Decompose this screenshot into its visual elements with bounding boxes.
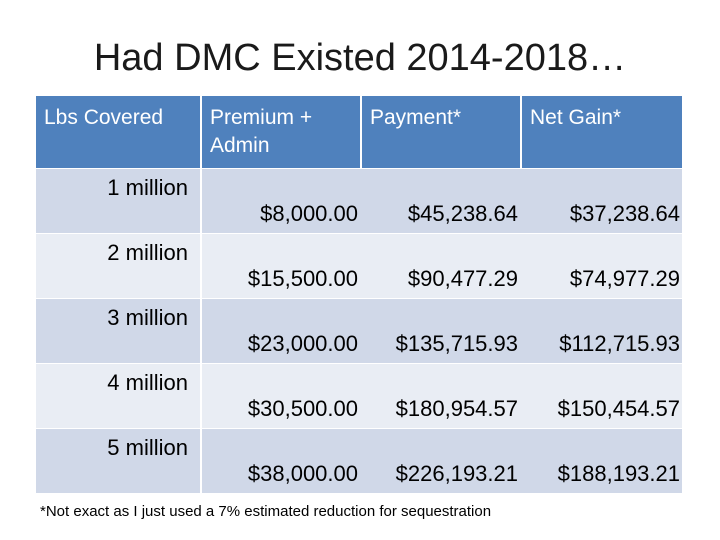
lbs-covered-cell: 1 million [107, 175, 188, 200]
table-row: 4 million $30,500.00 $180,954.57 $150,45… [36, 363, 682, 428]
payment-cell: $180,954.57 [395, 396, 518, 421]
table-row: 2 million $15,500.00 $90,477.29 $74,977.… [36, 233, 682, 298]
premium-cell: $30,500.00 [247, 396, 358, 421]
header-payment: Payment* [360, 96, 520, 168]
table-row: 3 million $23,000.00 $135,715.93 $112,71… [36, 298, 682, 363]
payment-cell: $226,193.21 [395, 461, 518, 486]
payment-cell: $90,477.29 [407, 266, 518, 291]
lbs-covered-cell: 4 million [107, 370, 188, 395]
dmc-table: Lbs Covered Premium + Admin Payment* Net… [36, 96, 682, 493]
header-lbs-covered: Lbs Covered [36, 96, 200, 168]
lbs-covered-cell: 5 million [107, 435, 188, 460]
net-gain-cell: $112,715.93 [559, 331, 680, 356]
slide-title: Had DMC Existed 2014-2018… [93, 37, 627, 79]
table-row: 5 million $38,000.00 $226,193.21 $188,19… [36, 428, 682, 493]
header-net-gain: Net Gain* [520, 96, 682, 168]
premium-cell: $23,000.00 [247, 331, 358, 356]
net-gain-cell: $74,977.29 [569, 266, 680, 291]
table-row: 1 million $8,000.00 $45,238.64 $37,238.6… [36, 168, 682, 233]
premium-cell: $15,500.00 [247, 266, 358, 291]
table-header: Lbs Covered Premium + Admin Payment* Net… [36, 96, 682, 168]
payment-cell: $135,715.93 [395, 331, 518, 356]
premium-cell: $8,000.00 [260, 201, 358, 226]
net-gain-cell: $150,454.57 [557, 396, 680, 421]
header-premium-admin: Premium + Admin [200, 96, 360, 168]
lbs-covered-cell: 3 million [107, 305, 188, 330]
footnote: *Not exact as I just used a 7% estimated… [40, 503, 492, 520]
payment-cell: $45,238.64 [407, 201, 518, 226]
lbs-covered-cell: 2 million [107, 240, 188, 265]
net-gain-cell: $188,193.21 [557, 461, 680, 486]
net-gain-cell: $37,238.64 [569, 201, 680, 226]
premium-cell: $38,000.00 [247, 461, 358, 486]
